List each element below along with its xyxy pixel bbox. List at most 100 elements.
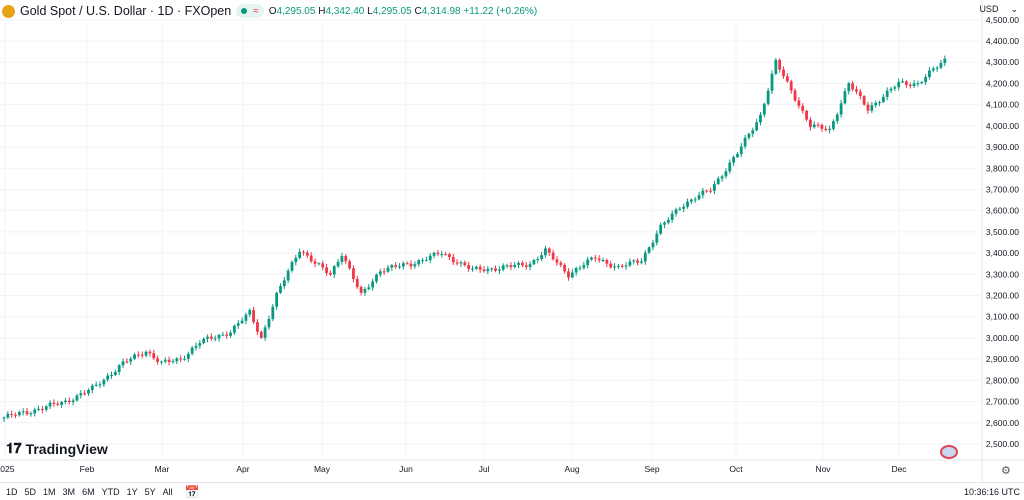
candle <box>574 266 578 276</box>
candle <box>878 100 881 107</box>
candle <box>536 256 540 264</box>
candle <box>866 101 870 114</box>
candle <box>793 88 797 103</box>
candle <box>340 252 344 265</box>
candle <box>133 352 136 361</box>
y-tick-label: 3,000.00 <box>986 333 1019 343</box>
candle <box>578 265 582 271</box>
candle <box>25 408 29 416</box>
candle <box>805 109 808 122</box>
x-tick-label: Nov <box>815 464 831 474</box>
candle <box>421 257 424 264</box>
market-status-pill[interactable]: ≈ <box>236 4 264 18</box>
candle <box>163 357 167 364</box>
candle <box>809 116 812 131</box>
candle <box>501 263 505 272</box>
candle <box>651 239 655 251</box>
y-tick-label: 3,900.00 <box>986 142 1019 152</box>
x-tick-label: Oct <box>729 464 743 474</box>
candle <box>636 258 639 266</box>
us-flag-icon[interactable] <box>940 445 958 459</box>
candle <box>213 335 217 342</box>
candle <box>183 355 186 361</box>
candle <box>6 411 10 420</box>
candle <box>532 258 536 266</box>
candle <box>194 342 198 351</box>
candle <box>797 97 801 109</box>
candle <box>655 230 659 246</box>
candle <box>186 351 190 363</box>
candle <box>586 256 590 269</box>
candle <box>682 203 686 213</box>
symbol-title[interactable]: Gold Spot / U.S. Dollar · 1D · FXOpen <box>20 4 232 18</box>
clock[interactable]: 10:36:16 UTC <box>963 487 1020 497</box>
candle <box>632 259 636 265</box>
candle <box>816 122 820 128</box>
candle <box>567 268 570 281</box>
candle <box>820 123 824 132</box>
settings-icon[interactable]: ⚙ <box>1001 465 1011 477</box>
tradingview-logo[interactable]: 𝟏𝟕 TradingView <box>6 440 108 457</box>
range-all[interactable]: All <box>162 486 173 497</box>
candle <box>425 256 428 262</box>
candle <box>309 252 313 264</box>
candle <box>137 351 140 358</box>
candle <box>482 266 486 273</box>
candle <box>71 398 75 406</box>
candle <box>41 405 44 414</box>
candle <box>563 263 567 274</box>
range-5y[interactable]: 5Y <box>144 486 156 497</box>
y-tick-label: 3,200.00 <box>986 291 1019 301</box>
candle <box>620 263 624 269</box>
candle <box>248 308 252 317</box>
candle <box>716 176 720 185</box>
candle <box>732 155 735 166</box>
candle <box>175 357 179 365</box>
candle <box>597 255 601 263</box>
calendar-goto-icon[interactable]: 📅 <box>184 484 200 499</box>
currency-dropdown[interactable]: USD ⌄ <box>979 4 1018 15</box>
candle <box>505 263 509 269</box>
candle <box>670 210 674 223</box>
range-1y[interactable]: 1Y <box>126 486 138 497</box>
x-tick-label: Apr <box>236 464 249 474</box>
candle <box>413 261 417 269</box>
candle <box>17 410 21 417</box>
candle <box>110 371 113 379</box>
range-ytd[interactable]: YTD <box>101 486 120 497</box>
candle <box>417 258 421 267</box>
y-tick-label: 4,400.00 <box>986 36 1019 46</box>
candle <box>713 180 716 195</box>
candle <box>801 103 805 114</box>
x-tick-label: May <box>314 464 331 474</box>
candle <box>617 263 620 270</box>
candle <box>640 258 643 265</box>
candle <box>190 345 194 356</box>
range-5d[interactable]: 5D <box>24 486 37 497</box>
candle <box>344 253 348 265</box>
candle <box>486 266 490 275</box>
candle <box>428 253 432 264</box>
candle <box>79 390 83 399</box>
ohlc-readout: O4,295.05 H4,342.40 L4,295.05 C4,314.98 … <box>268 5 538 17</box>
candle <box>897 78 901 91</box>
candle <box>881 93 885 103</box>
candle <box>206 334 209 343</box>
price-chart[interactable]: 4,500.00 4,400.00 4,300.00 4,200.00 4,100.00… <box>0 0 1024 482</box>
candle <box>225 331 229 340</box>
range-1m[interactable]: 1M <box>43 486 56 497</box>
candle <box>494 265 497 273</box>
candle <box>64 397 67 405</box>
candle <box>37 405 40 411</box>
candle <box>540 251 543 262</box>
candle <box>812 121 816 129</box>
candle <box>98 381 102 389</box>
range-3m[interactable]: 3M <box>62 486 76 497</box>
candle <box>628 258 632 267</box>
gold-coin-icon <box>2 4 15 18</box>
range-1d[interactable]: 1D <box>6 486 18 497</box>
candle <box>847 81 851 95</box>
range-6m[interactable]: 6M <box>82 486 95 497</box>
y-tick-label: 2,700.00 <box>986 397 1019 407</box>
candle <box>643 249 647 265</box>
